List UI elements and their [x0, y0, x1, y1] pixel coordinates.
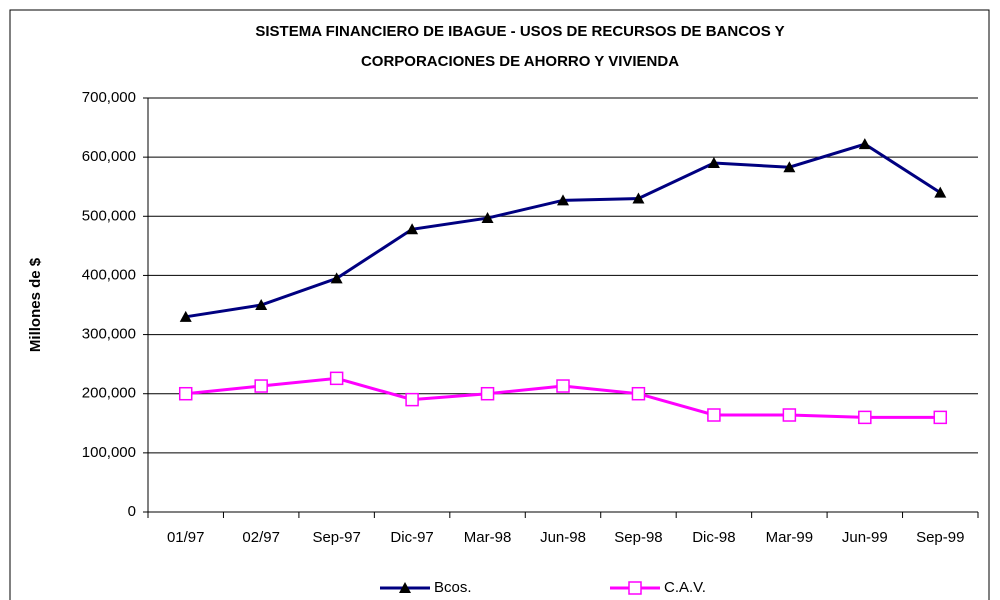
point-marker — [782, 408, 797, 422]
x-tick-label: Sep-97 — [312, 529, 360, 546]
point-marker — [707, 157, 720, 169]
point-marker — [254, 379, 268, 393]
x-tick-label: Sep-98 — [614, 529, 662, 546]
point-marker — [179, 310, 192, 322]
chart-title: CORPORACIONES DE AHORRO Y VIVIENDA — [361, 53, 679, 70]
point-marker — [933, 410, 948, 425]
y-tick-label: 600,000 — [82, 148, 136, 165]
point-marker — [631, 386, 646, 401]
point-marker — [707, 408, 721, 422]
legend-label: Bcos. — [434, 579, 472, 596]
y-tick-label: 500,000 — [82, 207, 136, 224]
x-tick-label: Jun-98 — [540, 529, 586, 546]
y-tick-label: 200,000 — [82, 385, 136, 402]
point-marker — [330, 272, 343, 284]
point-marker — [934, 186, 947, 198]
chart-title: SISTEMA FINANCIERO DE IBAGUE - USOS DE R… — [255, 23, 784, 40]
x-tick-label: 01/97 — [167, 529, 205, 546]
point-marker — [255, 299, 268, 310]
y-tick-label: 300,000 — [82, 326, 136, 343]
point-marker — [481, 212, 494, 224]
legend-label: C.A.V. — [664, 579, 706, 596]
y-tick-label: 0 — [128, 503, 136, 520]
point-marker — [405, 392, 419, 407]
legend-marker — [628, 581, 642, 595]
y-axis-label: Millones de $ — [27, 257, 44, 352]
y-tick-label: 400,000 — [82, 266, 136, 283]
point-marker — [557, 194, 569, 206]
point-marker — [632, 192, 645, 204]
point-marker — [783, 161, 796, 173]
chart-frame — [9, 9, 990, 600]
point-marker — [480, 386, 495, 401]
y-tick-label: 700,000 — [82, 89, 136, 106]
x-tick-label: Dic-97 — [390, 529, 433, 546]
x-tick-label: 02/97 — [242, 529, 280, 546]
x-tick-label: Dic-98 — [692, 529, 735, 546]
x-tick-label: Sep-99 — [916, 529, 964, 546]
point-marker — [858, 410, 872, 425]
legend-marker — [399, 582, 411, 593]
point-marker — [858, 138, 871, 150]
point-marker — [329, 371, 344, 386]
x-tick-label: Mar-98 — [464, 529, 512, 546]
point-marker — [178, 386, 193, 401]
x-tick-label: Jun-99 — [842, 529, 888, 546]
point-marker — [556, 379, 570, 393]
y-tick-label: 100,000 — [82, 444, 136, 461]
point-marker — [406, 223, 419, 235]
x-tick-label: Mar-99 — [766, 529, 814, 546]
